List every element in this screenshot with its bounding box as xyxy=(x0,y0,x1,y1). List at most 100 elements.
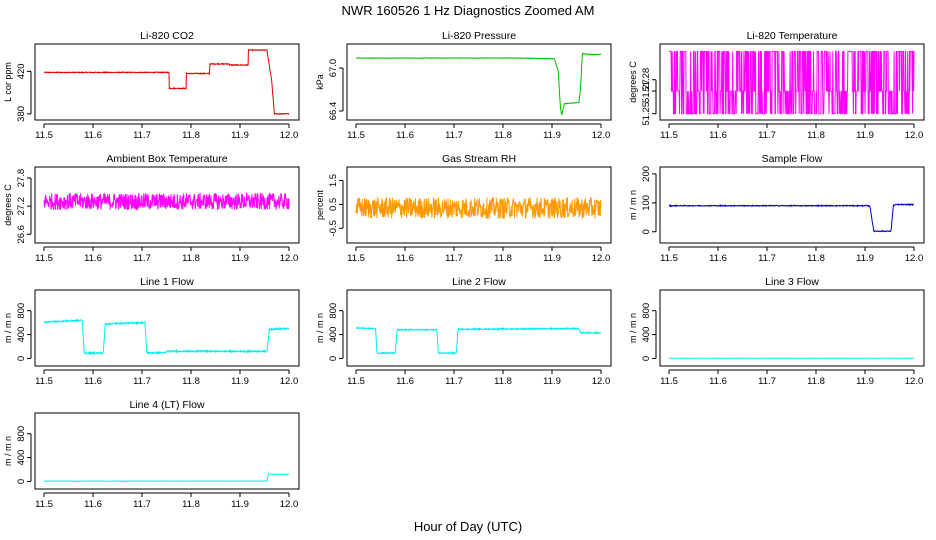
x-tick-label: 12.0 xyxy=(905,253,924,264)
x-tick-label: 11.6 xyxy=(84,499,102,510)
y-axis-label: m / m n xyxy=(3,436,13,466)
x-tick-label: 11.7 xyxy=(133,130,151,141)
x-tick-label: 11.9 xyxy=(856,253,874,264)
y-tick-label: 0 xyxy=(641,356,652,361)
x-tick-label: 11.5 xyxy=(347,376,365,387)
plot-frame xyxy=(34,412,300,490)
panel-4: Gas Stream RH 11.5 11.6 11.7 11.8 11.9 12.0 -0.… xyxy=(315,153,612,264)
data-series-line xyxy=(43,318,290,356)
panel-title: Line 3 Flow xyxy=(765,276,819,288)
x-tick-label: 11.5 xyxy=(35,376,53,387)
plot-frame xyxy=(346,289,612,367)
y-axis-label: degrees C xyxy=(628,61,638,103)
x-tick-label: 11.8 xyxy=(494,376,512,387)
x-tick-label: 12.0 xyxy=(280,253,299,264)
x-tick-label: 11.8 xyxy=(494,253,512,264)
y-tick-label: 51.28 xyxy=(641,68,652,92)
x-tick-label: 11.6 xyxy=(84,376,102,387)
x-tick-label: 11.5 xyxy=(660,130,678,141)
x-tick-label: 11.8 xyxy=(807,376,825,387)
plot-frame xyxy=(34,43,300,121)
panel-title: Li-820 Pressure xyxy=(442,30,516,42)
y-tick-label: 0 xyxy=(16,479,27,484)
y-tick-label: 67.0 xyxy=(328,59,339,78)
x-tick-label: 11.9 xyxy=(231,130,249,141)
y-tick-label: 420 xyxy=(16,63,27,79)
y-tick-label: 27.2 xyxy=(16,197,27,216)
x-tick-label: 11.9 xyxy=(231,376,249,387)
x-tick-label: 12.0 xyxy=(905,376,924,387)
x-tick-label: 11.7 xyxy=(445,376,463,387)
y-tick-label: 400 xyxy=(641,327,652,343)
x-tick-label: 11.7 xyxy=(133,376,151,387)
x-tick-label: 11.7 xyxy=(758,376,776,387)
panel-title: Line 1 Flow xyxy=(140,276,194,288)
x-tick-label: 12.0 xyxy=(905,130,924,141)
x-tick-label: 11.7 xyxy=(133,499,151,510)
y-tick-label: 380 xyxy=(16,106,27,122)
y-axis-label: m / m n xyxy=(628,190,638,220)
panel-9: Line 4 (LT) Flow 11.5 11.6 11.7 11.8 11.9 12.0… xyxy=(3,399,300,510)
panel-title: Gas Stream RH xyxy=(442,153,516,165)
x-tick-label: 11.6 xyxy=(709,130,727,141)
x-tick-label: 11.5 xyxy=(35,130,53,141)
y-axis-label: m / m n xyxy=(3,313,13,343)
x-tick-label: 11.6 xyxy=(396,130,414,141)
x-tick-label: 11.6 xyxy=(709,376,727,387)
y-axis-label: degrees C xyxy=(3,184,13,226)
data-series-line xyxy=(43,48,290,116)
panel-3: Ambient Box Temperature 11.5 11.6 11.7 11.8 1… xyxy=(3,153,300,264)
x-tick-label: 11.7 xyxy=(133,253,151,264)
x-tick-label: 11.9 xyxy=(856,376,874,387)
x-tick-label: 11.5 xyxy=(347,253,365,264)
data-series-line xyxy=(356,52,602,117)
figure-title: NWR 160526 1 Hz Diagnostics Zoomed AM xyxy=(342,3,595,18)
y-tick-label: 66.4 xyxy=(328,102,339,121)
panel-title: Li-820 Temperature xyxy=(747,30,838,42)
data-series-line xyxy=(669,50,915,115)
x-tick-label: 11.8 xyxy=(182,130,200,141)
x-tick-label: 11.7 xyxy=(445,130,463,141)
x-tick-label: 11.6 xyxy=(709,253,727,264)
y-tick-label: 400 xyxy=(16,450,27,466)
y-tick-label: 100 xyxy=(641,195,652,211)
panel-1: Li-820 Pressure 11.5 11.6 11.7 11.8 11.9 12.0 6… xyxy=(315,30,612,141)
y-tick-label: 800 xyxy=(641,303,652,319)
x-tick-label: 11.9 xyxy=(543,253,561,264)
x-tick-label: 12.0 xyxy=(592,376,611,387)
y-tick-label: 51.27 xyxy=(641,79,652,103)
y-tick-label: 0.5 xyxy=(328,198,339,211)
x-tick-label: 11.5 xyxy=(660,376,678,387)
y-axis-label: percent xyxy=(315,189,325,220)
x-tick-label: 11.5 xyxy=(35,499,53,510)
x-tick-label: 11.5 xyxy=(660,253,678,264)
panel-2: Li-820 Temperature 11.5 11.6 11.7 11.8 11.9 12… xyxy=(628,30,925,141)
data-series-line xyxy=(43,192,290,212)
y-axis-label: m / m n xyxy=(628,313,638,343)
y-tick-label: 0 xyxy=(641,229,652,234)
x-tick-label: 11.5 xyxy=(35,253,53,264)
panel-6: Line 1 Flow 11.5 11.6 11.7 11.8 11.9 12.0 0 400 8… xyxy=(3,276,300,387)
panel-grid: Li-820 CO2 11.5 11.6 11.7 11.8 11.9 12.0 380 420… xyxy=(3,30,925,510)
x-tick-label: 11.8 xyxy=(182,499,200,510)
panel-title: Sample Flow xyxy=(762,153,823,165)
plot-frame xyxy=(659,166,925,244)
y-tick-label: 0 xyxy=(328,356,339,361)
y-axis-label: m / m n xyxy=(315,313,325,343)
y-tick-label: -0.5 xyxy=(328,220,339,236)
y-tick-label: 400 xyxy=(16,327,27,343)
x-tick-label: 12.0 xyxy=(592,130,611,141)
x-tick-label: 12.0 xyxy=(280,499,299,510)
y-tick-label: 800 xyxy=(328,303,339,319)
x-tick-label: 11.7 xyxy=(758,253,776,264)
panel-title: Li-820 CO2 xyxy=(140,30,194,42)
x-tick-label: 11.6 xyxy=(84,130,102,141)
x-tick-label: 12.0 xyxy=(280,376,299,387)
x-tick-label: 12.0 xyxy=(280,130,299,141)
panel-5: Sample Flow 11.5 11.6 11.7 11.8 11.9 12.0 0 100 2… xyxy=(628,153,925,264)
x-tick-label: 11.5 xyxy=(347,130,365,141)
data-series-line xyxy=(44,473,290,483)
y-axis-label: L cor ppm xyxy=(3,62,13,102)
panel-7: Line 2 Flow 11.5 11.6 11.7 11.8 11.9 12.0 0 400 8… xyxy=(315,276,612,387)
